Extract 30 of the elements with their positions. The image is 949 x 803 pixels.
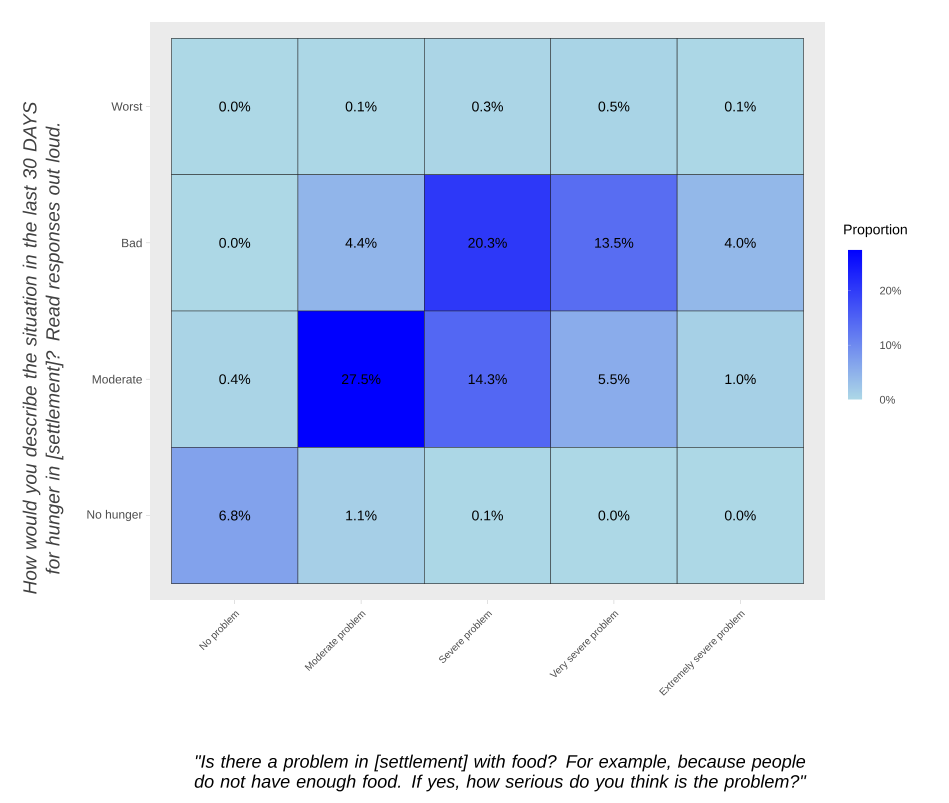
data-label: 0.5% <box>598 102 630 112</box>
color-bar-title: Proportion <box>844 224 907 238</box>
data-label: 0.4% <box>219 374 250 384</box>
data-label: 0.1% <box>346 102 377 112</box>
data-label: 27.5% <box>342 374 380 384</box>
data-label: 0.1% <box>472 510 503 520</box>
color-bar-label: 0% <box>880 396 895 404</box>
data-label: 0.0% <box>219 102 250 112</box>
data-label: 4.0% <box>724 238 756 248</box>
data-label: 0.0% <box>219 238 250 248</box>
color-bar-label: 10% <box>880 341 902 350</box>
data-label: 0.0% <box>598 510 630 520</box>
data-label: 14.3% <box>468 374 507 384</box>
y-axis-title: How would you describe the situation in the last 30 DAYS for hunger in [settlement]? Read responses out loud. <box>22 102 64 594</box>
data-label: 1.0% <box>725 374 756 384</box>
data-label: 0.1% <box>724 102 756 112</box>
y-tick-label: Moderate <box>92 374 142 384</box>
data-label: 0.0% <box>724 510 756 520</box>
data-label: 13.5% <box>595 238 634 248</box>
color-bar-label: 20% <box>880 286 902 295</box>
data-label: 6.8% <box>219 510 250 520</box>
data-label: 20.3% <box>468 238 507 248</box>
data-label: 1.1% <box>346 510 377 520</box>
y-tick-label: Bad <box>122 238 142 248</box>
y-tick-label: Worst <box>111 102 142 111</box>
y-tick-label: No hunger <box>87 510 142 522</box>
x-axis-title: "Is there a problem in [settlement] with food? For example, because people do not have enough food. If yes, how serious do you think is the problem?" <box>194 754 806 792</box>
data-label: 4.4% <box>345 238 377 248</box>
data-label: 0.3% <box>472 102 503 112</box>
data-label: 5.5% <box>598 374 630 384</box>
